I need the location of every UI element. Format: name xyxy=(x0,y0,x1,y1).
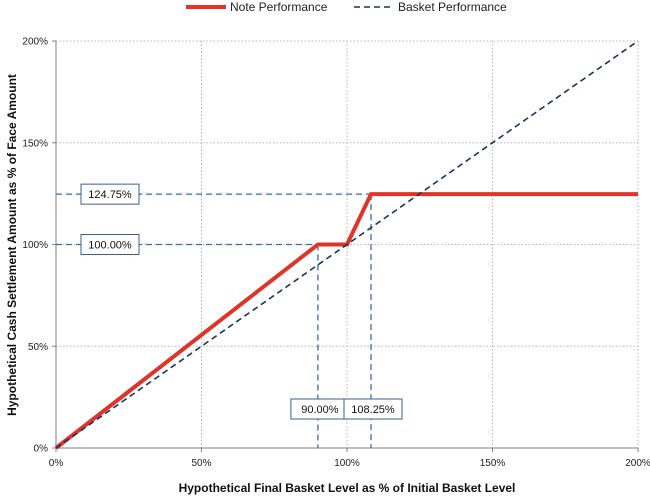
series-lines xyxy=(54,40,639,450)
x-tick-label: 100% xyxy=(334,458,360,469)
x-axis-title: Hypothetical Final Basket Level as % of … xyxy=(179,481,516,495)
x-tick-label: 150% xyxy=(480,458,506,469)
x-callout-label: 108.25% xyxy=(351,404,395,416)
tick-labels: 0% 50% 100% 150% 200% 0% 50% 100% 150% 200% xyxy=(22,37,650,470)
y-callout-label-box xyxy=(80,234,140,255)
y-tick-label: 200% xyxy=(22,37,48,48)
y-tick-label: 50% xyxy=(28,342,48,353)
x-tick-label: 0% xyxy=(49,458,64,469)
y-tick-label: 0% xyxy=(34,444,49,455)
basket-performance-line xyxy=(55,40,639,449)
x-tick-label: 200% xyxy=(625,458,650,469)
x-tick-label: 50% xyxy=(191,458,211,469)
legend-label: Note Performance xyxy=(230,0,328,14)
legend: Note Performance Basket Performance xyxy=(186,0,507,14)
callout-labels: 124.75% 100.00% 90.00% 108.25% xyxy=(80,183,403,420)
y-tick-label: 150% xyxy=(22,138,48,149)
y-tick-label: 100% xyxy=(22,240,48,251)
legend-label: Basket Performance xyxy=(398,0,507,14)
y-axis-title: Hypothetical Cash Settlement Amount as %… xyxy=(5,74,19,416)
y-callout-label: 124.75% xyxy=(88,189,132,201)
x-callout-label-box xyxy=(343,398,403,420)
y-callout-label-box xyxy=(80,183,140,205)
x-callout-label: 90.00% xyxy=(301,404,339,416)
y-callout-label: 100.00% xyxy=(88,240,132,252)
